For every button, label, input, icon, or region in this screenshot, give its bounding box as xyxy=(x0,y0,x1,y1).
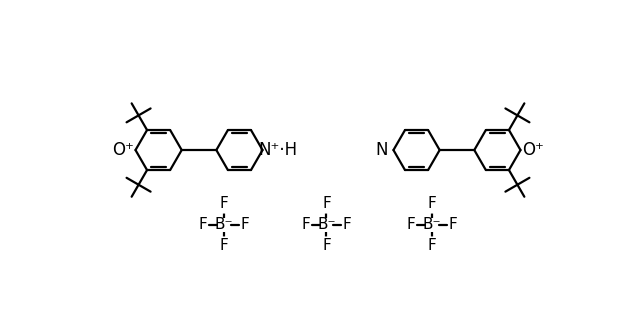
Text: O⁺: O⁺ xyxy=(112,141,134,159)
Text: N⁺·H: N⁺·H xyxy=(259,141,298,159)
Text: F: F xyxy=(241,217,249,232)
Text: F: F xyxy=(199,217,207,232)
Text: F: F xyxy=(220,196,228,212)
Text: F: F xyxy=(449,217,457,232)
Text: B⁻: B⁻ xyxy=(422,217,441,232)
Text: B⁻: B⁻ xyxy=(317,217,336,232)
Text: F: F xyxy=(322,196,331,212)
Text: F: F xyxy=(428,196,436,212)
Text: F: F xyxy=(407,217,415,232)
Text: F: F xyxy=(301,217,310,232)
Text: O⁺: O⁺ xyxy=(522,141,544,159)
Text: F: F xyxy=(343,217,351,232)
Text: F: F xyxy=(428,238,436,253)
Text: N: N xyxy=(375,141,387,159)
Text: F: F xyxy=(220,238,228,253)
Text: F: F xyxy=(322,238,331,253)
Text: B⁻: B⁻ xyxy=(215,217,234,232)
